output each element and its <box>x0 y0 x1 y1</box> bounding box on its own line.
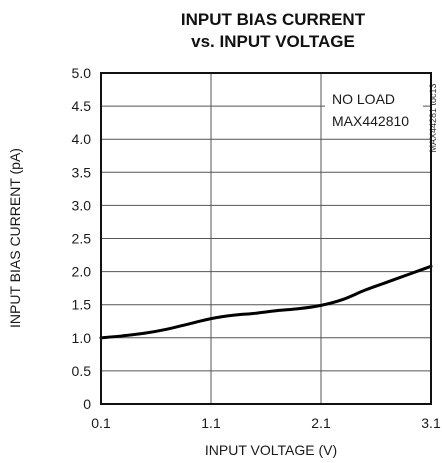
y-tick-label: 1.0 <box>72 330 92 346</box>
x-tick-label: 0.1 <box>91 415 111 431</box>
y-tick-label: 3.5 <box>72 164 92 180</box>
chart-subtitle: vs. INPUT VOLTAGE <box>191 32 355 51</box>
chart-title: INPUT BIAS CURRENT <box>181 10 366 29</box>
x-tick-label: 1.1 <box>201 415 221 431</box>
x-axis-ticks: 0.1 1.1 2.1 3.1 <box>91 415 441 431</box>
y-tick-label: 0.5 <box>72 363 92 379</box>
annotation-background <box>325 82 423 132</box>
y-tick-label: 4.5 <box>72 98 92 114</box>
y-tick-label: 5.0 <box>72 65 92 81</box>
series <box>99 264 433 340</box>
annotation-part-number: MAX442810 <box>332 113 409 129</box>
x-tick-label: 3.1 <box>421 415 441 431</box>
x-axis-label: INPUT VOLTAGE (V) <box>205 442 337 458</box>
x-tick-label: 2.1 <box>311 415 331 431</box>
y-tick-label: 3.0 <box>72 197 92 213</box>
y-tick-label: 0 <box>83 396 91 412</box>
y-tick-label: 1.5 <box>72 297 92 313</box>
y-axis-label: INPUT BIAS CURRENT (pA) <box>7 148 23 328</box>
y-axis-ticks: 0 0.5 1.0 1.5 2.0 2.5 3.0 3.5 4.0 4.5 5.0 <box>72 65 92 412</box>
series-line <box>99 264 433 340</box>
annotation-no-load: NO LOAD <box>332 91 395 107</box>
y-tick-label: 2.0 <box>72 264 92 280</box>
figure-code: MAX44281 toc13 <box>428 83 438 152</box>
y-tick-label: 4.0 <box>72 131 92 147</box>
y-tick-label: 2.5 <box>72 231 92 247</box>
plot-frame <box>100 72 432 405</box>
